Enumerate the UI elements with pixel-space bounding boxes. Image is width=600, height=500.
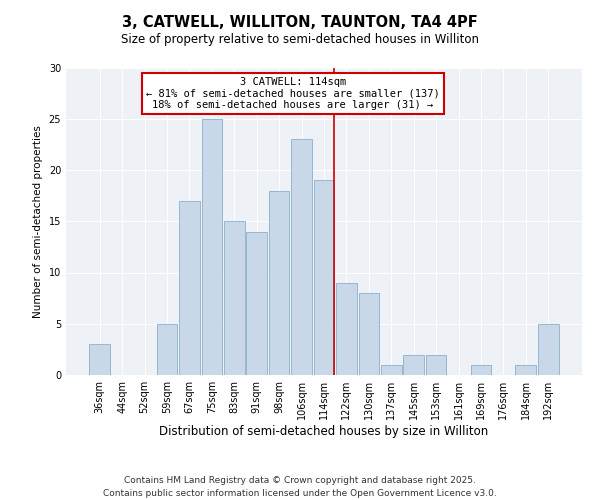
Bar bbox=[426, 354, 446, 375]
Text: Size of property relative to semi-detached houses in Williton: Size of property relative to semi-detach… bbox=[121, 32, 479, 46]
Bar bbox=[336, 283, 357, 375]
Bar bbox=[247, 232, 267, 375]
Bar bbox=[157, 324, 178, 375]
Bar bbox=[470, 365, 491, 375]
Bar bbox=[291, 139, 312, 375]
Text: 3, CATWELL, WILLITON, TAUNTON, TA4 4PF: 3, CATWELL, WILLITON, TAUNTON, TA4 4PF bbox=[122, 15, 478, 30]
Bar bbox=[359, 293, 379, 375]
Y-axis label: Number of semi-detached properties: Number of semi-detached properties bbox=[33, 125, 43, 318]
Text: 3 CATWELL: 114sqm
← 81% of semi-detached houses are smaller (137)
18% of semi-de: 3 CATWELL: 114sqm ← 81% of semi-detached… bbox=[146, 76, 440, 110]
Bar bbox=[202, 118, 222, 375]
Bar bbox=[314, 180, 334, 375]
Bar bbox=[179, 200, 200, 375]
X-axis label: Distribution of semi-detached houses by size in Williton: Distribution of semi-detached houses by … bbox=[160, 425, 488, 438]
Bar bbox=[224, 221, 245, 375]
Bar bbox=[381, 365, 401, 375]
Text: Contains HM Land Registry data © Crown copyright and database right 2025.
Contai: Contains HM Land Registry data © Crown c… bbox=[103, 476, 497, 498]
Bar bbox=[269, 190, 289, 375]
Bar bbox=[403, 354, 424, 375]
Bar bbox=[89, 344, 110, 375]
Bar bbox=[515, 365, 536, 375]
Bar bbox=[538, 324, 559, 375]
